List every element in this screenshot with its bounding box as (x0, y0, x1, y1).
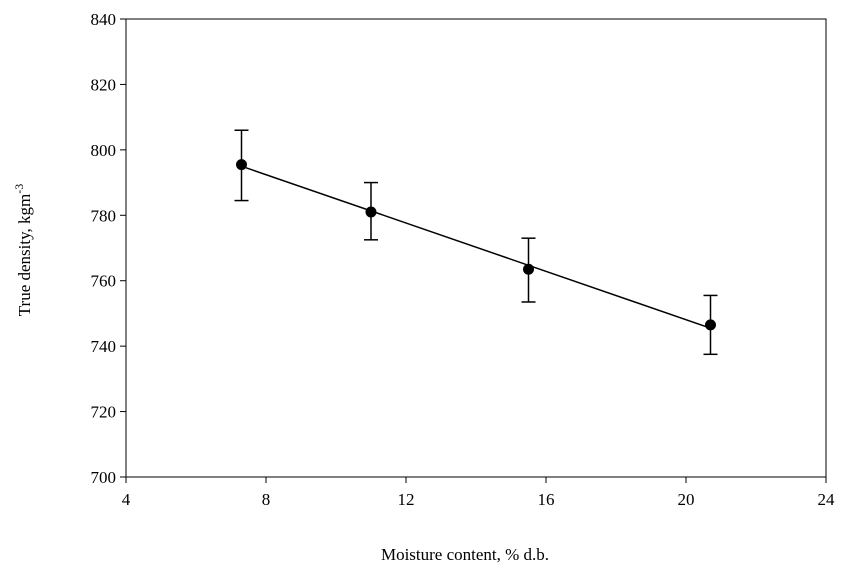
y-axis-title: True density, kgm-3 (12, 184, 34, 316)
plot-border (125, 18, 827, 478)
y-axis-title-superscript: -3 (12, 184, 26, 194)
y-tick-label: 740 (91, 337, 117, 356)
x-tick-label: 20 (678, 490, 695, 509)
data-point (365, 206, 377, 218)
y-tick-label: 760 (91, 272, 117, 291)
y-axis-title-main: True density, kgm (15, 194, 34, 316)
data-point (705, 319, 716, 331)
y-tick-label: 840 (91, 10, 117, 29)
y-tick-label: 780 (91, 206, 117, 225)
x-tick-label: 8 (262, 490, 271, 509)
y-tick-label: 700 (91, 468, 117, 487)
x-tick-label: 4 (122, 490, 131, 509)
series-markers (234, 129, 718, 356)
y-axis: 700 720 740 760 780 800 820 840 (91, 10, 126, 487)
trendline (241, 165, 711, 329)
plot-area (125, 18, 827, 478)
data-point (236, 159, 247, 171)
x-tick-label: 24 (818, 490, 836, 509)
x-axis-title: Moisture content, % d.b. (381, 545, 549, 564)
x-tick-label: 12 (398, 490, 415, 509)
y-tick-label: 720 (91, 403, 117, 422)
y-tick-label: 820 (91, 75, 117, 94)
x-tick-label: 16 (538, 490, 555, 509)
x-axis: 4 8 12 16 20 24 (122, 477, 835, 509)
data-point (523, 263, 534, 275)
y-tick-label: 800 (91, 141, 117, 160)
